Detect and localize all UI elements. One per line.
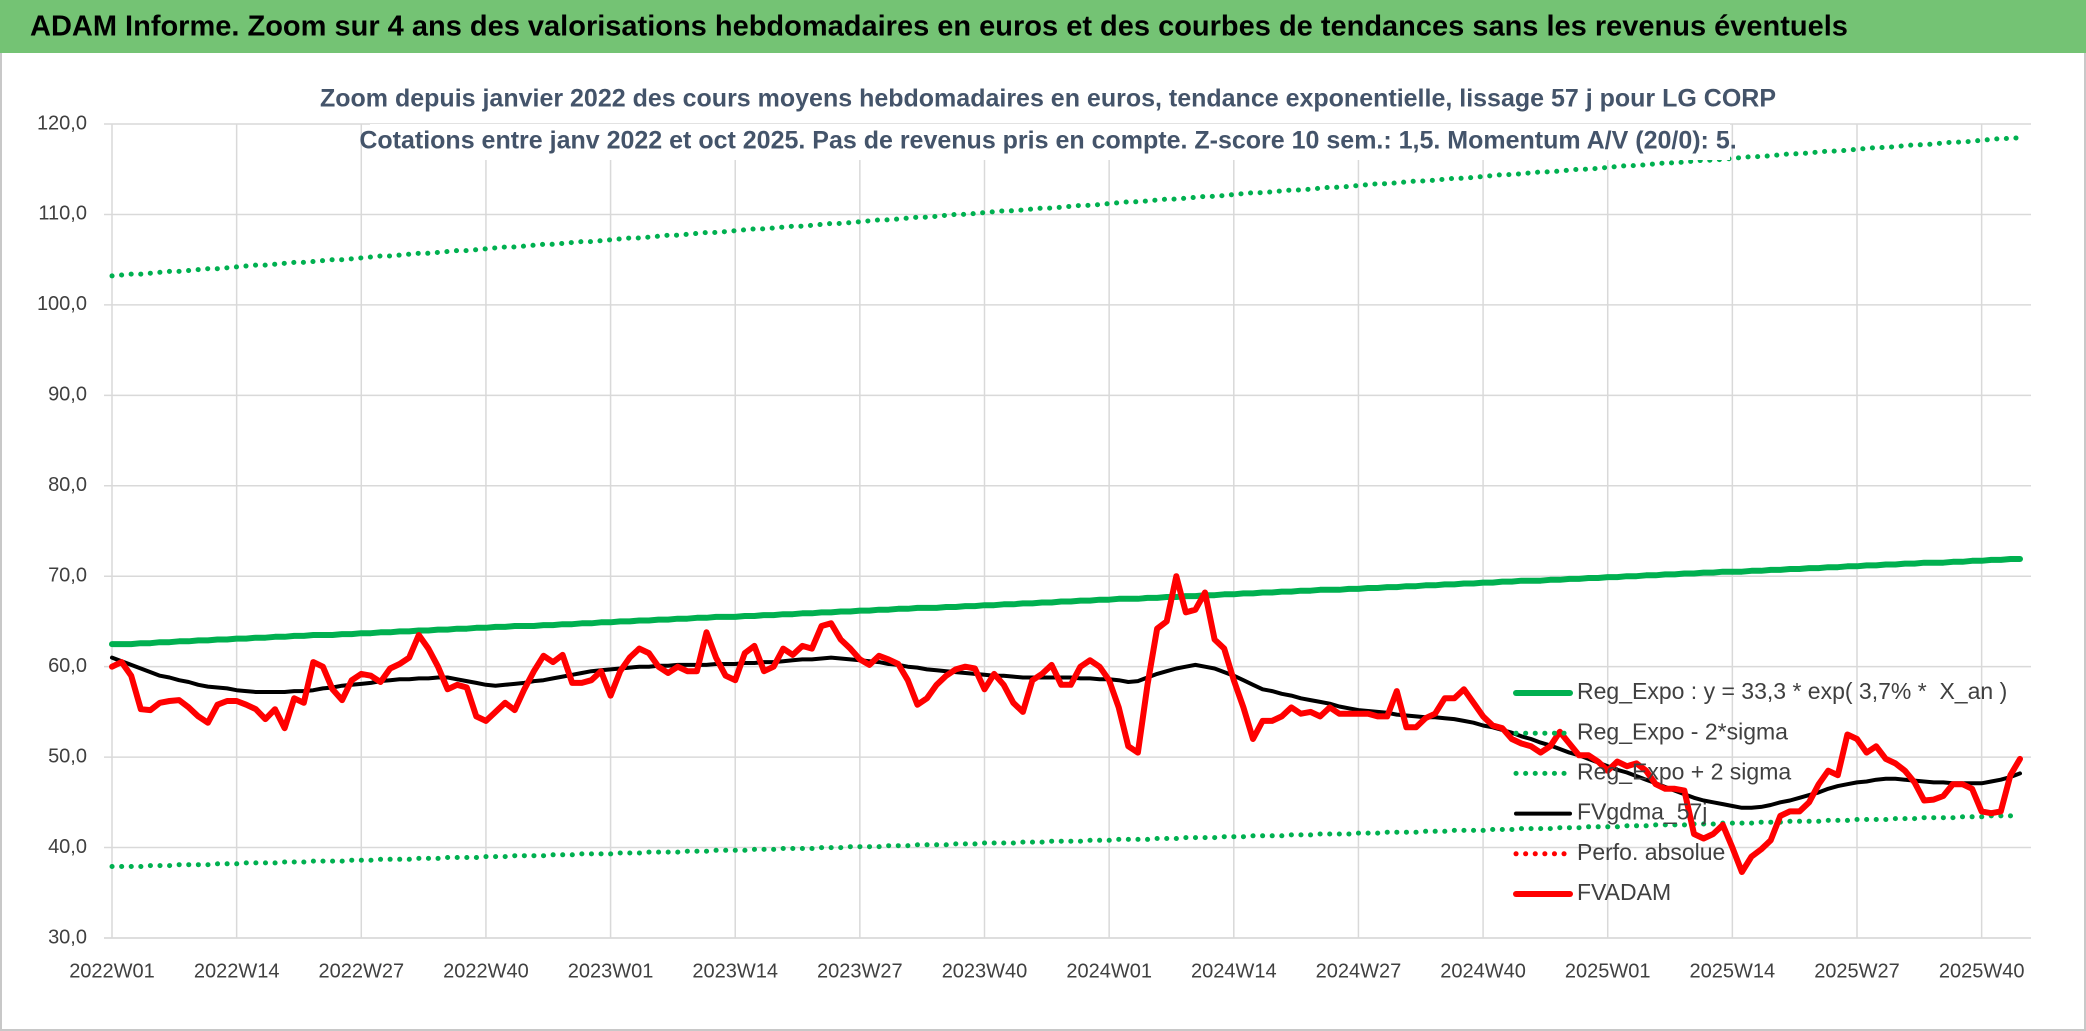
y-tick-label: 30,0 — [48, 926, 87, 948]
x-tick-label: 2024W27 — [1316, 960, 1402, 982]
x-tick-label: 2025W14 — [1690, 960, 1776, 982]
x-tick-label: 2025W27 — [1814, 960, 1900, 982]
x-tick-label: 2024W40 — [1440, 960, 1526, 982]
x-tick-label: 2023W40 — [942, 960, 1028, 982]
series-line — [109, 135, 2023, 279]
banner-bar — [0, 0, 2086, 53]
grid: 30,0 40,0 50,0 60,0 70,0 80,0 90,0 100,0 110,0 12… — [37, 112, 2031, 982]
legend-label: Reg_Expo - 2*sigma — [1577, 718, 1788, 744]
y-tick-label: 60,0 — [48, 655, 87, 677]
y-tick-label: 100,0 — [37, 293, 87, 315]
x-tick-label: 2024W01 — [1066, 960, 1152, 982]
x-tick-label: 2023W27 — [817, 960, 903, 982]
y-tick-label: 120,0 — [37, 112, 87, 134]
y-tick-label: 50,0 — [48, 745, 87, 767]
subtitle: Cotations entre janv 2022 et oct 2025. P… — [359, 127, 1736, 155]
x-tick-label: 2025W40 — [1939, 960, 2025, 982]
y-tick-label: 110,0 — [38, 203, 87, 225]
legend-label: FVgdma_57j — [1577, 799, 1707, 825]
x-tick-label: 2023W01 — [568, 960, 654, 982]
legend-label: Reg_Expo + 2 sigma — [1577, 758, 1791, 784]
x-tick-label: 2022W27 — [318, 960, 404, 982]
x-tick-label: 2022W40 — [443, 960, 529, 982]
x-tick-label: 2022W01 — [69, 960, 155, 982]
legend-label: Perfo. absolue — [1577, 839, 1725, 865]
y-tick-label: 40,0 — [48, 836, 87, 858]
legend-label: FVADAM — [1577, 879, 1671, 905]
x-tick-label: 2025W01 — [1565, 960, 1651, 982]
legend: Reg_Expo : y = 33,3 * exp( 3,7% * X_an )… — [1513, 678, 2007, 905]
x-tick-label: 2022W14 — [194, 960, 280, 982]
subtitle-backdrop — [370, 124, 1730, 160]
subtitle: Zoom depuis janvier 2022 des cours moyen… — [320, 85, 1776, 113]
x-tick-label: 2023W14 — [692, 960, 778, 982]
y-tick-label: 80,0 — [48, 474, 87, 496]
legend-label: Reg_Expo : y = 33,3 * exp( 3,7% * X_an ) — [1577, 678, 2007, 704]
series-line — [109, 556, 2023, 648]
banner-title: ADAM Informe. Zoom sur 4 ans des valoris… — [30, 11, 1848, 43]
series-line — [109, 813, 2023, 869]
y-tick-label: 90,0 — [48, 384, 87, 406]
series-line — [110, 655, 2022, 810]
x-tick-label: 2024W14 — [1191, 960, 1277, 982]
y-tick-label: 70,0 — [48, 565, 87, 587]
series-line — [109, 573, 2023, 875]
lines — [109, 135, 2023, 875]
